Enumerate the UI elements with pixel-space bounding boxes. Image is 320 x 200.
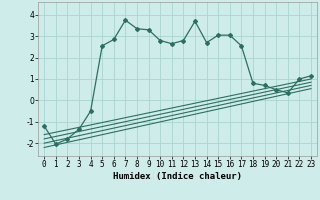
X-axis label: Humidex (Indice chaleur): Humidex (Indice chaleur)	[113, 172, 242, 181]
